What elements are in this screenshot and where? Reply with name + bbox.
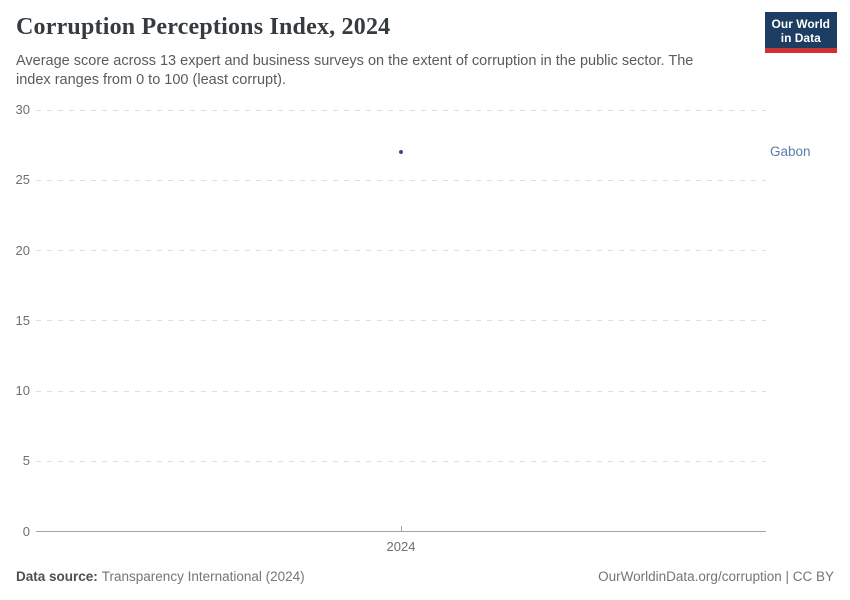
- y-axis-tick-label: 10: [15, 383, 30, 398]
- owid-logo-line2: in Data: [780, 31, 821, 45]
- gridline: [36, 109, 766, 111]
- data-point-gabon[interactable]: [399, 150, 403, 155]
- x-axis-tick-label: 2024: [386, 538, 416, 554]
- y-axis-tick-label: 20: [15, 242, 30, 258]
- gridline: [36, 250, 766, 251]
- y-axis-tick-label: 30: [15, 102, 30, 117]
- y-axis-tick-label: 5: [22, 453, 30, 469]
- owid-logo[interactable]: Our World in Data: [764, 12, 837, 53]
- gridline: [36, 320, 766, 322]
- credit-link[interactable]: OurWorldinData.org/corruption | CC BY: [598, 569, 834, 584]
- entity-label-gabon[interactable]: Gabon: [770, 144, 811, 160]
- datasource-value[interactable]: Transparency International (2024): [101, 569, 305, 584]
- gridline: [36, 179, 766, 181]
- x-axis-tick-mark: [400, 525, 402, 532]
- x-axis-line: [36, 531, 766, 532]
- y-axis-tick-label: 25: [15, 172, 30, 188]
- chart-subtitle: Average score across 13 expert and busin…: [16, 53, 694, 88]
- chart-title: Corruption Perceptions Index, 2024: [16, 14, 391, 40]
- gridline: [36, 460, 766, 462]
- datasource-label: Data source:: [16, 569, 98, 584]
- gridline: [36, 390, 766, 392]
- y-axis-tick-label: 0: [22, 523, 30, 539]
- y-axis-tick-label: 15: [15, 312, 30, 328]
- datasource: Data source: Transparency International (…: [16, 569, 305, 584]
- owid-logo-line1: Our World: [771, 17, 830, 31]
